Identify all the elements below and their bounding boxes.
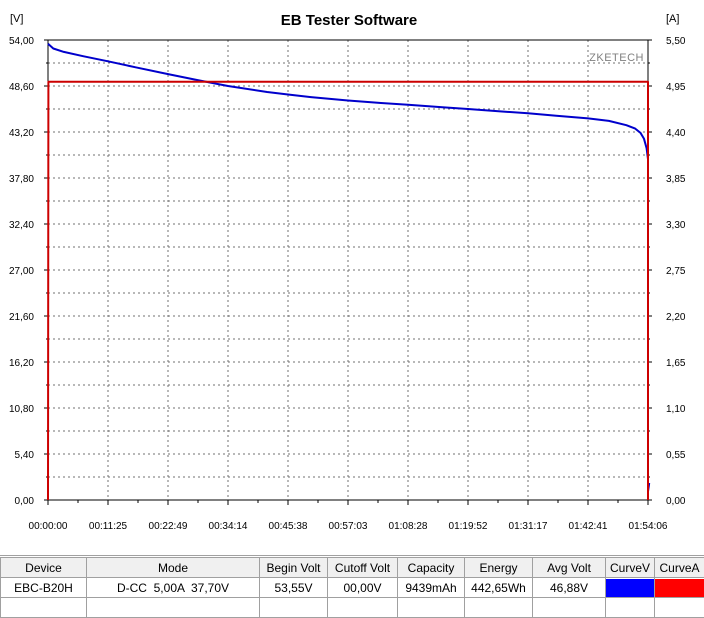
- left-axis-tick-label: 54,00: [9, 36, 34, 47]
- right-axis-unit: [A]: [666, 13, 679, 25]
- cell-device: EBC-B20H: [0, 577, 87, 598]
- chart-series: [47, 43, 651, 501]
- empty-cell: [327, 597, 398, 618]
- left-axis-ticks: 54,00 48,60 43,20 37,80 32,40 27,00 21,60 16,20…: [9, 36, 48, 507]
- left-axis-tick-label: 37,80: [9, 174, 34, 185]
- left-axis-tick-label: 21,60: [9, 312, 34, 323]
- left-axis-tick-label: 0,00: [15, 496, 35, 507]
- chart-grid: [48, 40, 648, 500]
- right-axis-tick-label: 1,65: [666, 358, 686, 369]
- header-begin-volt[interactable]: Begin Volt: [259, 557, 328, 578]
- header-device[interactable]: Device: [0, 557, 87, 578]
- x-axis-tick-label: 01:42:41: [569, 521, 608, 532]
- current-series-line: [47, 80, 649, 501]
- empty-cell: [605, 597, 655, 618]
- voltage-current-chart: EB Tester Software [V] [A] ZKETECH 54,00…: [9, 12, 686, 532]
- chart-title: EB Tester Software: [281, 12, 417, 29]
- header-capacity[interactable]: Capacity: [397, 557, 465, 578]
- cell-curve-a-color[interactable]: [654, 577, 704, 598]
- right-axis-tick-label: 0,55: [666, 450, 686, 461]
- x-axis-tick-label: 00:34:14: [209, 521, 248, 532]
- right-axis-tick-label: 4,40: [666, 128, 686, 139]
- header-avg-volt[interactable]: Avg Volt: [532, 557, 606, 578]
- table-top-rule: [0, 555, 704, 556]
- empty-cell: [464, 597, 533, 618]
- right-axis-tick-label: 2,75: [666, 266, 686, 277]
- results-table[interactable]: Device Mode Begin Volt Cutoff Volt Capac…: [0, 557, 704, 618]
- left-axis-unit: [V]: [10, 13, 23, 25]
- empty-cell: [0, 597, 87, 618]
- empty-cell: [532, 597, 606, 618]
- table-header-row: Device Mode Begin Volt Cutoff Volt Capac…: [0, 557, 704, 578]
- empty-cell: [86, 597, 260, 618]
- left-axis-tick-label: 43,20: [9, 128, 34, 139]
- header-cutoff-volt[interactable]: Cutoff Volt: [327, 557, 398, 578]
- empty-cell: [259, 597, 328, 618]
- right-axis-tick-label: 2,20: [666, 312, 686, 323]
- header-energy[interactable]: Energy: [464, 557, 533, 578]
- header-curve-a[interactable]: CurveA: [654, 557, 704, 578]
- right-axis-tick-label: 4,95: [666, 82, 686, 93]
- x-axis-tick-label: 00:45:38: [269, 521, 308, 532]
- cell-avg-volt: 46,88V: [532, 577, 606, 598]
- right-axis-tick-label: 3,30: [666, 220, 686, 231]
- x-axis-tick-label: 00:11:25: [89, 521, 128, 532]
- x-axis-tick-label: 00:57:03: [329, 521, 368, 532]
- header-curve-v[interactable]: CurveV: [605, 557, 655, 578]
- x-axis-tick-label: 01:54:06: [629, 521, 668, 532]
- right-axis-tick-label: 3,85: [666, 174, 686, 185]
- left-axis-tick-label: 10,80: [9, 404, 34, 415]
- cell-capacity: 9439mAh: [397, 577, 465, 598]
- left-axis-tick-label: 5,40: [15, 450, 35, 461]
- right-axis-tick-label: 5,50: [666, 36, 686, 47]
- x-axis-tick-label: 01:31:17: [509, 521, 548, 532]
- left-axis-tick-label: 16,20: [9, 358, 34, 369]
- voltage-series-line: [47, 43, 651, 493]
- x-axis-tick-label: 00:00:00: [29, 521, 68, 532]
- table-row[interactable]: EBC-B20H D-CC 5,00A 37,70V 53,55V 00,00V…: [0, 577, 704, 598]
- x-axis-ticks: 00:00:00 00:11:25 00:22:49 00:34:14 00:45:38…: [29, 500, 668, 532]
- cell-begin-volt: 53,55V: [259, 577, 328, 598]
- x-axis-tick-label: 00:22:49: [149, 521, 188, 532]
- cell-curve-v-color[interactable]: [605, 577, 655, 598]
- right-axis-tick-label: 0,00: [666, 496, 686, 507]
- watermark-text: ZKETECH: [589, 52, 644, 64]
- right-axis-tick-label: 1,10: [666, 404, 686, 415]
- left-axis-tick-label: 27,00: [9, 266, 34, 277]
- left-axis-tick-label: 48,60: [9, 82, 34, 93]
- header-mode[interactable]: Mode: [86, 557, 260, 578]
- cell-cutoff-volt: 00,00V: [327, 577, 398, 598]
- cell-mode: D-CC 5,00A 37,70V: [86, 577, 260, 598]
- empty-cell: [397, 597, 465, 618]
- x-axis-tick-label: 01:08:28: [389, 521, 428, 532]
- curve-a-swatch[interactable]: [655, 578, 704, 597]
- x-axis-tick-label: 01:19:52: [449, 521, 488, 532]
- cell-energy: 442,65Wh: [464, 577, 533, 598]
- right-axis-ticks: 5,50 4,95 4,40 3,85 3,30 2,75 2,20 1,65 1,10 0,55…: [648, 36, 686, 507]
- left-axis-tick-label: 32,40: [9, 220, 34, 231]
- table-row-empty: [0, 597, 704, 618]
- curve-v-swatch[interactable]: [606, 578, 654, 597]
- empty-cell: [654, 597, 704, 618]
